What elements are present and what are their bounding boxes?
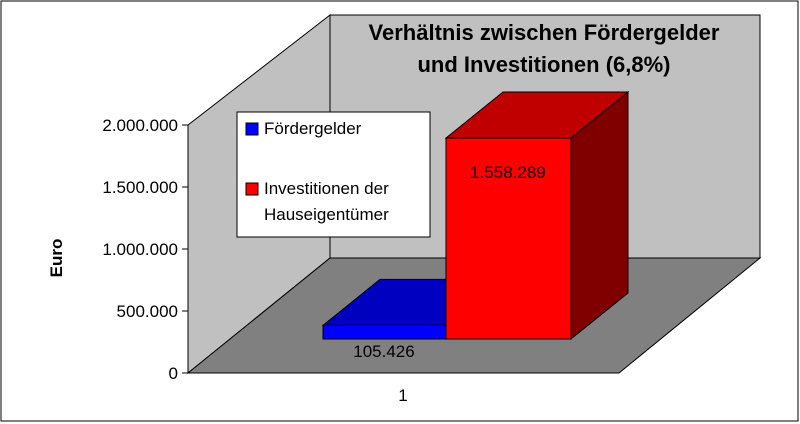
y-tick-label: 2.000.000 bbox=[102, 116, 178, 135]
y-axis: 0 500.000 1.000.000 1.500.000 2.000.000 bbox=[102, 116, 189, 383]
bar-front-face bbox=[322, 324, 447, 340]
y-axis-label: Euro bbox=[47, 239, 66, 278]
legend-label-investitionen-line-2: Hauseigentümer bbox=[264, 205, 389, 224]
y-tick-label: 1.500.000 bbox=[102, 178, 178, 197]
data-labels: 105.426 1.558.289 bbox=[353, 163, 546, 361]
legend-swatch-investitionen bbox=[245, 182, 259, 196]
y-tick-label: 1.000.000 bbox=[102, 240, 178, 259]
legend-swatch-foerdergelder bbox=[245, 122, 259, 136]
bar-1 bbox=[444, 90, 630, 341]
bars bbox=[321, 90, 630, 341]
data-label: 105.426 bbox=[353, 342, 414, 361]
chart-title-line-2: und Investitionen (6,8%) bbox=[417, 52, 670, 77]
legend: Fördergelder Investitionen der Hauseigen… bbox=[236, 111, 431, 238]
legend-box bbox=[236, 111, 431, 238]
x-tick-label: 1 bbox=[398, 386, 407, 405]
bar-front-face bbox=[445, 137, 572, 340]
legend-label-investitionen-line-1: Investitionen der bbox=[264, 179, 389, 198]
legend-label-foerdergelder: Fördergelder bbox=[264, 119, 362, 138]
y-tick-label: 0 bbox=[169, 364, 178, 383]
y-tick-label: 500.000 bbox=[117, 302, 178, 321]
chart-title-line-1: Verhältnis zwischen Fördergelder bbox=[369, 20, 720, 45]
data-label: 1.558.289 bbox=[470, 163, 546, 182]
